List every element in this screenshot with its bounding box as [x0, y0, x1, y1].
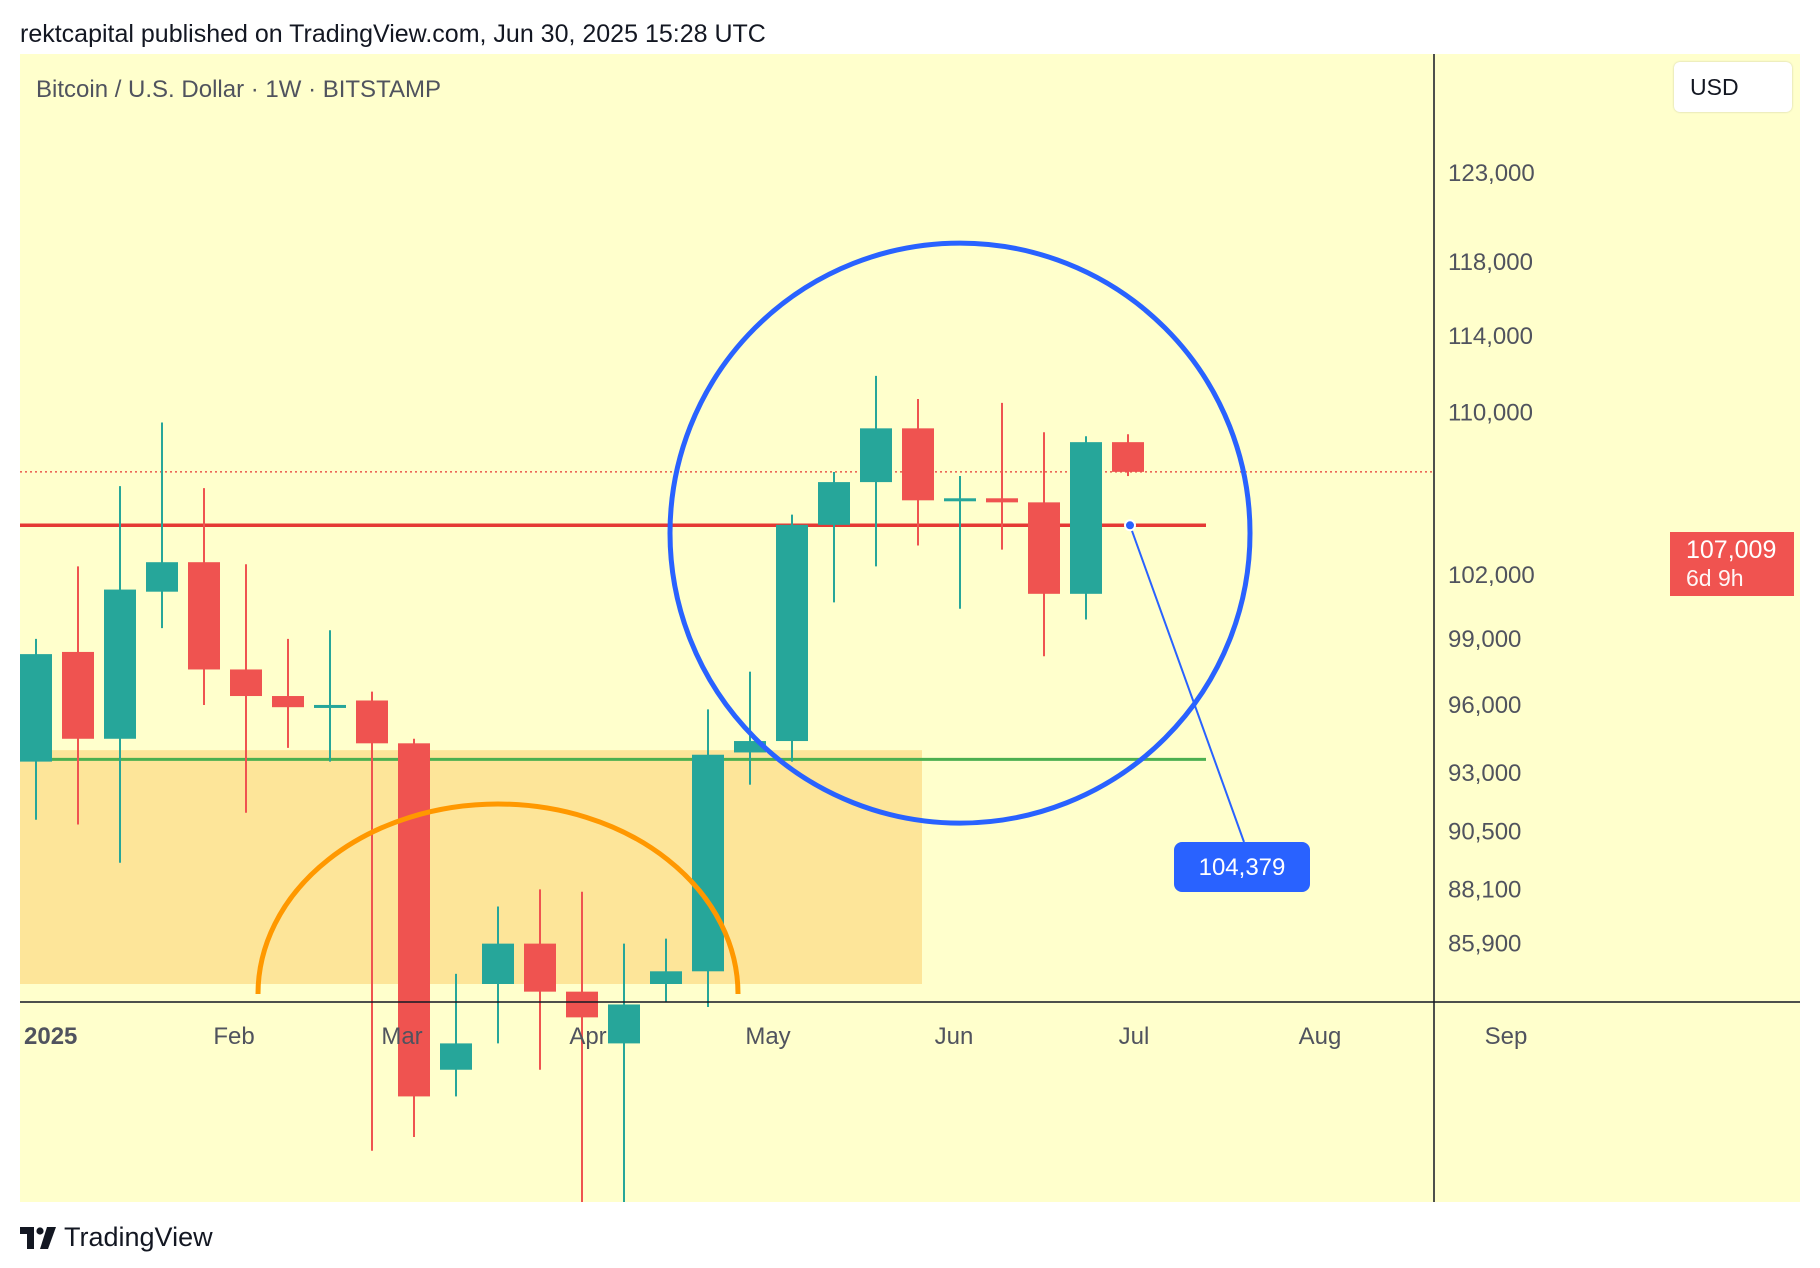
label-connector	[1129, 524, 1245, 843]
y-tick-label: 96,000	[1448, 692, 1521, 719]
candle	[272, 638, 304, 748]
candle-body	[104, 589, 136, 739]
candle-body	[1070, 442, 1102, 594]
price-label-box	[1174, 842, 1310, 892]
candle	[230, 564, 262, 813]
footer-brand-text: TradingView	[64, 1222, 213, 1252]
candle	[818, 472, 850, 603]
rounded-bottom-arc	[255, 801, 741, 995]
y-tick-label: 93,000	[1448, 760, 1521, 787]
candle-body	[356, 700, 388, 744]
candle	[20, 638, 52, 820]
y-tick-label: 102,000	[1448, 562, 1535, 589]
candle	[692, 709, 724, 1008]
demand-zone	[20, 750, 922, 984]
last-price-tag: 107,009 6d 9h	[1670, 532, 1794, 596]
candle-body	[398, 743, 430, 1097]
candle	[188, 488, 220, 705]
candle-body	[188, 562, 220, 670]
candle	[734, 671, 766, 785]
candle-body	[860, 428, 892, 483]
candle-body	[944, 498, 976, 502]
candle	[1070, 436, 1102, 620]
x-tick-label: Aug	[1299, 1023, 1342, 1050]
candle-body	[1028, 502, 1060, 594]
candle	[566, 891, 598, 1202]
x-tick-label: Apr	[569, 1023, 606, 1050]
candle-body	[986, 498, 1018, 503]
x-tick-label: Jun	[935, 1023, 974, 1050]
y-tick-label: 123,000	[1448, 160, 1535, 187]
candle	[146, 422, 178, 629]
candle	[104, 486, 136, 863]
currency-selector[interactable]: USD	[1674, 62, 1792, 112]
candle-body	[1112, 442, 1144, 472]
candle	[1028, 432, 1060, 657]
plot-background	[20, 54, 1800, 1202]
x-tick-label: Sep	[1485, 1023, 1528, 1050]
x-tick-label: May	[745, 1023, 790, 1050]
candle	[314, 630, 346, 762]
candle	[860, 375, 892, 567]
candle-body	[440, 1043, 472, 1070]
candle	[608, 943, 640, 1202]
y-tick-label: 88,100	[1448, 876, 1521, 903]
tradingview-logo-icon	[20, 1226, 56, 1249]
price-label-text: 104,379	[1199, 854, 1286, 881]
candle-body	[230, 669, 262, 697]
candle-body	[608, 1004, 640, 1044]
candle	[902, 399, 934, 546]
candle-body	[692, 754, 724, 972]
candle	[1112, 434, 1144, 477]
last-price-value: 107,009	[1686, 536, 1777, 564]
footer-brand[interactable]: TradingView	[20, 1222, 213, 1253]
candle-body	[314, 704, 346, 708]
candle	[986, 402, 1018, 550]
x-tick-label: Jul	[1119, 1023, 1150, 1050]
candle-body	[902, 428, 934, 501]
candle-body	[818, 482, 850, 525]
bar-countdown: 6d 9h	[1686, 565, 1744, 591]
candle-body	[776, 524, 808, 742]
candle	[62, 566, 94, 825]
candle-body	[524, 943, 556, 992]
candle	[398, 738, 430, 1138]
x-tick-label: Mar	[381, 1023, 422, 1050]
x-tick-label: 2025	[24, 1023, 77, 1050]
price-chart[interactable]: 104,379 123,000 118,000 114,000 110,000 102,…	[20, 54, 1800, 1202]
candle	[482, 906, 514, 1044]
y-tick-label: 110,000	[1448, 400, 1533, 427]
candle-body	[482, 943, 514, 984]
candle-body	[20, 654, 52, 762]
y-tick-label: 118,000	[1448, 249, 1533, 276]
candle	[440, 973, 472, 1097]
candle-body	[566, 991, 598, 1018]
chart-title: Bitcoin / U.S. Dollar · 1W · BITSTAMP	[36, 76, 441, 103]
y-tick-label: 90,500	[1448, 819, 1521, 846]
candle-body	[62, 651, 94, 739]
anchor-point	[1124, 519, 1136, 532]
candle	[356, 691, 388, 1151]
candle	[524, 889, 556, 1070]
x-tick-label: Feb	[213, 1023, 254, 1050]
candle-body	[146, 562, 178, 592]
y-tick-label: 85,900	[1448, 931, 1521, 958]
candle-body	[734, 741, 766, 753]
candle	[776, 514, 808, 762]
publish-info: rektcapital published on TradingView.com…	[20, 20, 766, 48]
candle	[650, 938, 682, 1002]
candle	[944, 476, 976, 609]
candle-body	[272, 696, 304, 708]
y-tick-label: 114,000	[1448, 323, 1533, 350]
y-tick-label: 99,000	[1448, 626, 1521, 653]
highlight-circle	[667, 240, 1253, 826]
candle-body	[650, 971, 682, 984]
